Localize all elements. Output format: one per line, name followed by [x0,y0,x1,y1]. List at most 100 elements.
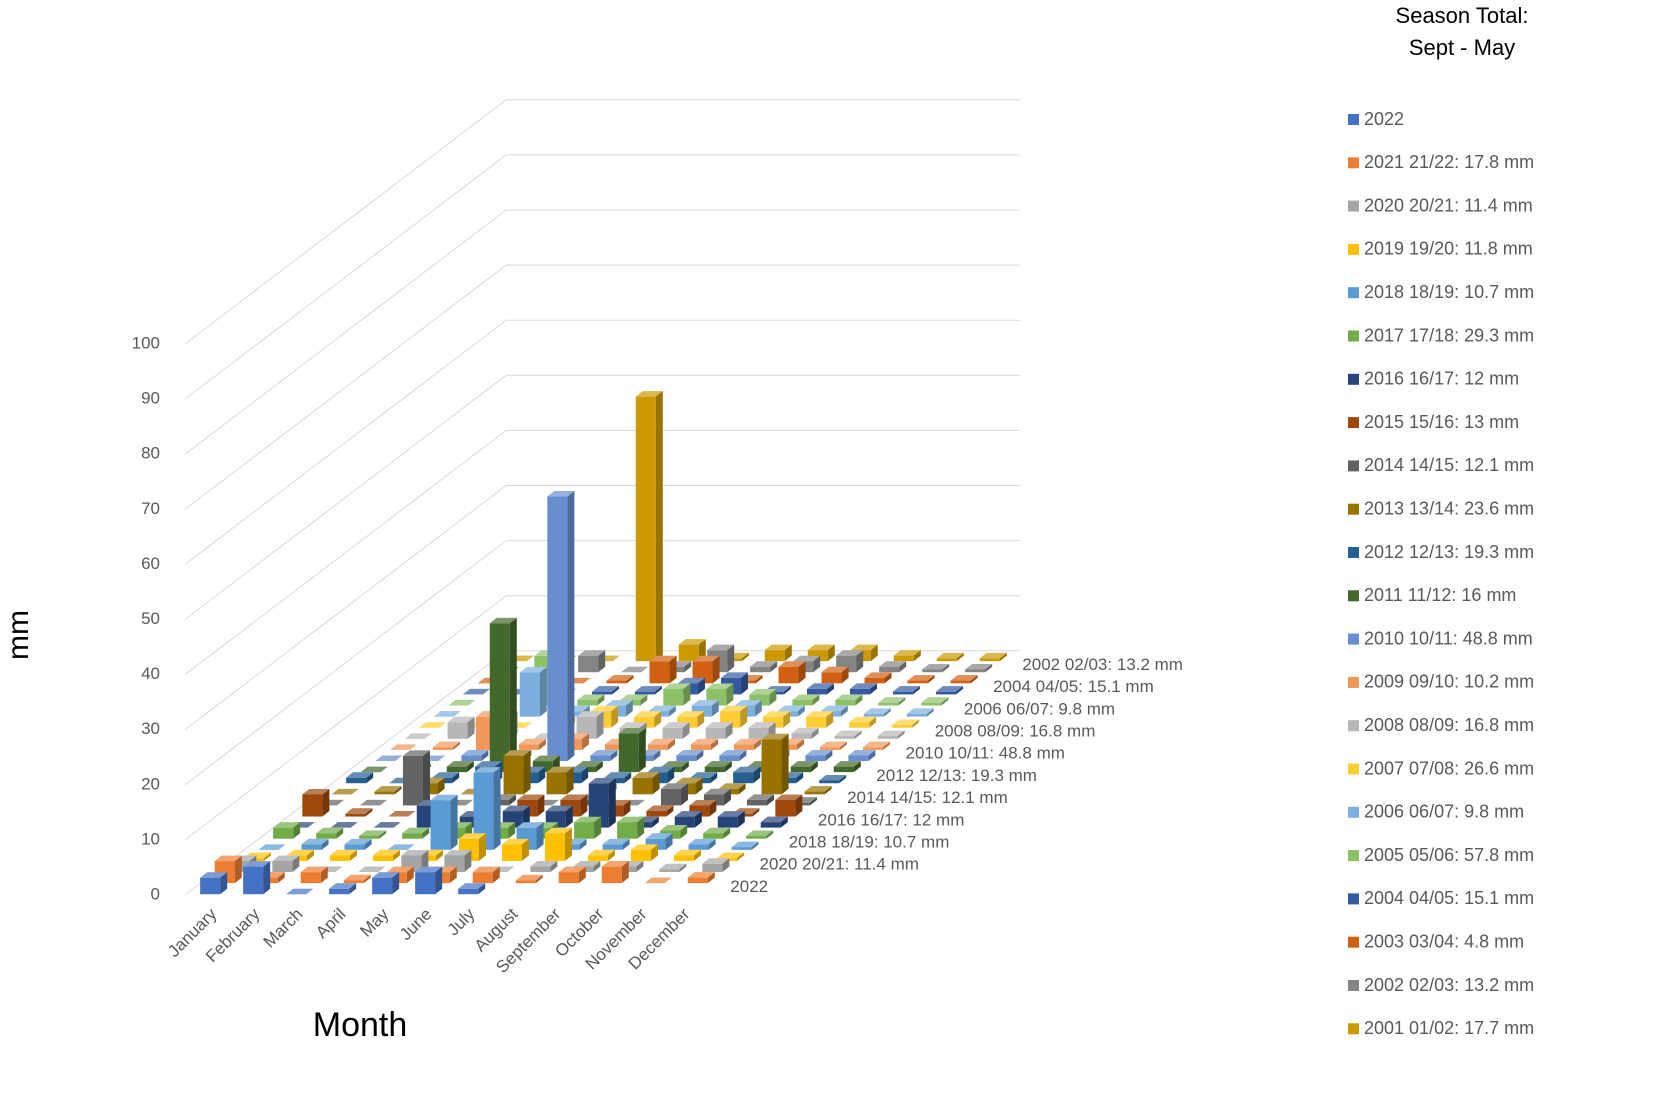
bar [688,838,716,850]
bar-side-shade [364,838,372,850]
bar-side [795,794,803,817]
bar-front [678,644,699,662]
bar-side [594,816,602,839]
bar-top-shade [573,861,601,867]
bar-front [302,794,323,817]
bar [877,730,905,739]
bar [433,711,461,717]
bar-top-shade [360,766,388,773]
bar-side [394,786,402,795]
bar-top [359,799,387,806]
bar-top [790,761,818,767]
bar-top [836,650,864,656]
bar-side [669,655,677,684]
bar [674,811,702,828]
bar-top-shade [402,827,430,834]
bar [750,661,778,673]
bar-top [677,711,705,717]
bar-side [667,766,675,784]
bar-front [849,722,870,728]
bar [703,827,731,839]
bar-top [965,663,993,670]
bar-side [853,761,861,773]
bar-side [521,838,529,861]
bar-side [481,750,489,762]
bar-top-shade [704,761,732,767]
bar-front [936,658,957,662]
bar-side [654,711,662,728]
bar-top [447,716,475,723]
bar-side-shade [666,805,674,817]
bar-top [673,849,701,856]
bar-top-shade [516,822,544,828]
bar [705,722,733,739]
bar-side-shade [783,711,791,728]
bar-side [535,874,543,884]
bar-top [432,772,460,778]
bar-side-shade [941,697,949,706]
bar-top-shade [588,778,616,784]
bar-side [637,816,645,839]
bar [618,728,646,773]
bar-side [626,675,634,684]
bar [402,827,430,839]
bar-top-shade [892,686,920,692]
bar-top-shade [662,722,690,728]
bar-side [665,833,673,850]
bar-front [473,772,494,850]
bar [833,761,861,773]
bar-side [694,811,702,828]
bar-top [532,755,560,762]
bar-top-shade [703,827,731,834]
bar-side-shade [292,855,300,873]
bar-top [503,750,531,756]
bar-side [478,883,486,895]
legend-label: 2018 18/19: 10.7 mm [1364,282,1534,302]
bar-side [538,738,546,750]
bar-side [655,391,663,662]
bar-front [558,872,579,884]
bar-side-shade [926,708,934,717]
bar-top-shade [591,686,619,692]
bar-top [386,866,414,873]
bar-top [621,666,649,673]
bar-top-shade [402,750,430,756]
bar-side-shade [897,730,905,739]
bar-top-shade [503,750,531,756]
bar-side [798,661,806,684]
bar-side [839,741,847,750]
bar-top [804,786,832,792]
bar [345,808,373,817]
bar-top [692,655,720,662]
bar-top-shade [489,617,517,624]
bar-top [516,822,544,828]
bar-top-shade [243,861,271,867]
bar-top-shade [546,766,574,773]
bar-front [547,496,568,762]
bar [806,711,834,728]
y-tick-label: 60 [141,554,160,573]
legend-swatch [1348,1023,1359,1035]
bar-top-shade [678,639,706,645]
bar [602,838,630,850]
bar-front [544,833,565,861]
legend-swatch [1348,200,1359,212]
bar-side [234,855,242,884]
bar [458,883,486,895]
bar-side [611,686,619,695]
z-tick-label: 2012 12/13: 19.3 mm [876,766,1037,785]
bar-side-shade [681,761,689,773]
bar-side-shade [449,866,457,884]
bar-front [689,805,710,817]
bar-side-shade [796,738,804,750]
bar [819,741,847,750]
bar [659,863,687,873]
bar [546,766,574,795]
bar-side [666,805,674,817]
legend-swatch [1348,243,1359,255]
bar [358,866,386,873]
bar-front [591,691,612,695]
bar-side [839,774,847,784]
bar-front [519,672,540,717]
bar-side [598,650,606,673]
